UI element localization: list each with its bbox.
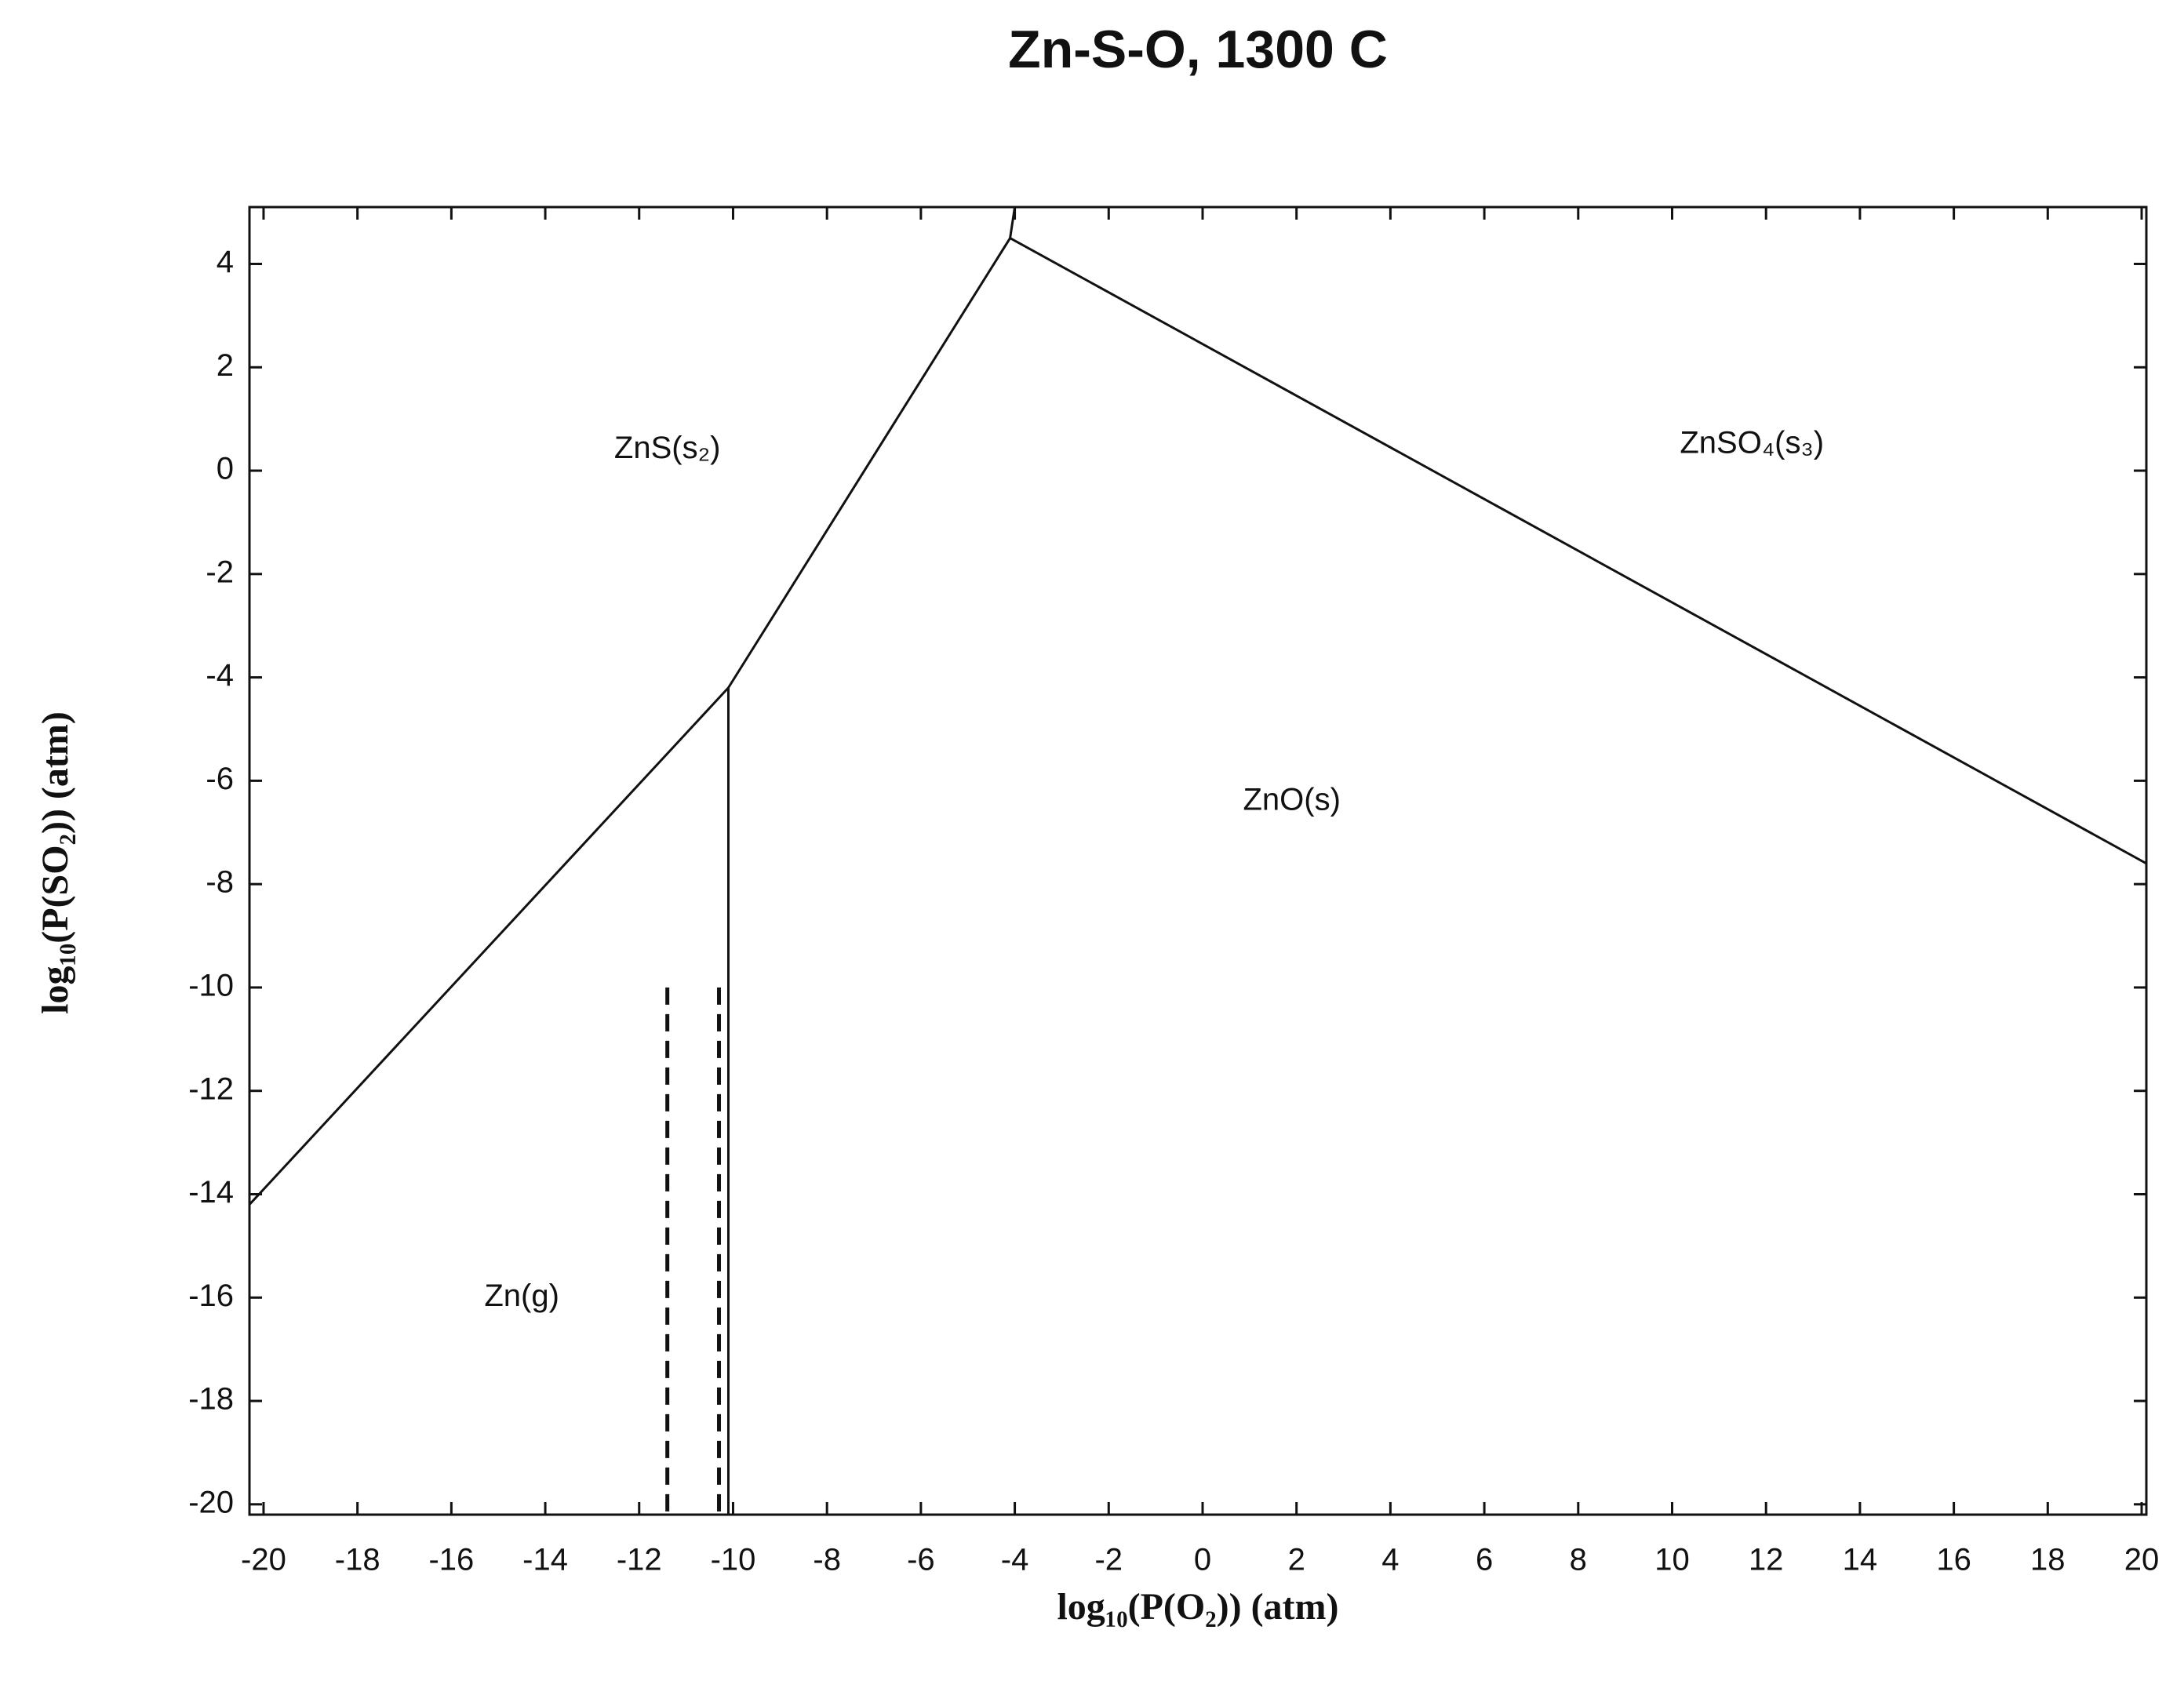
x-tick-label: 2 [1288,1543,1305,1577]
region-label: ZnS(s₂) [614,431,721,465]
region-label: Zn(g) [484,1279,559,1313]
x-tick-label: 8 [1570,1543,1587,1577]
x-tick-label: 6 [1476,1543,1493,1577]
y-tick-label: -10 [188,968,234,1002]
y-tick-label: -18 [188,1382,234,1417]
x-tick-label: -20 [241,1543,286,1577]
x-tick-label: 12 [1749,1543,1784,1577]
x-tick-label: 16 [1936,1543,1971,1577]
y-tick-label: 0 [217,452,234,486]
y-tick-label: 4 [217,245,234,279]
x-tick-label: -8 [813,1543,841,1577]
x-tick-label: -16 [428,1543,474,1577]
phase-boundary [1009,237,2147,865]
x-tick-label: -4 [1001,1543,1029,1577]
y-axis-label: log₁₀(P(SO₂)) (atm) [35,711,76,1014]
y-tick-label: -2 [206,555,234,589]
x-tick-label: 0 [1194,1543,1211,1577]
y-tick-label: -20 [188,1485,234,1519]
y-tick-label: -16 [188,1279,234,1313]
x-tick-label: -18 [335,1543,380,1577]
x-tick-label: -2 [1094,1543,1123,1577]
x-tick-label: -10 [711,1543,756,1577]
y-tick-label: -4 [206,658,234,693]
x-tick-label: -12 [617,1543,662,1577]
x-tick-label: 20 [2124,1543,2160,1577]
x-tick-label: 4 [1381,1543,1399,1577]
x-tick-label: 10 [1654,1543,1690,1577]
phase-boundary [248,206,1017,1206]
x-tick-label: -6 [907,1543,935,1577]
x-tick-label: -14 [522,1543,568,1577]
y-tick-label: -6 [206,762,234,796]
y-tick-label: 2 [217,348,234,383]
x-axis-label: log₁₀(P(O₂)) (atm) [1057,1586,1338,1628]
x-tick-label: 18 [2030,1543,2066,1577]
y-tick-label: -8 [206,865,234,900]
y-tick-label: -14 [188,1175,234,1210]
chart-title: Zn-S-O, 1300 C [1008,20,1388,79]
region-label: ZnO(s) [1243,782,1340,817]
region-label: ZnSO₄(s₃) [1680,426,1824,460]
x-tick-label: 14 [1843,1543,1878,1577]
plot-frame [248,206,2148,1516]
y-tick-label: -12 [188,1071,234,1106]
